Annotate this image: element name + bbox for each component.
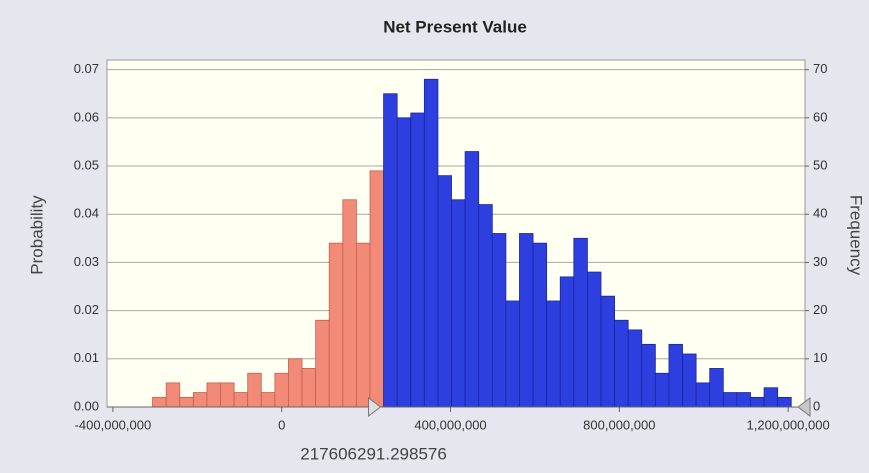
- bar: [383, 93, 398, 408]
- y-tick-label: 0.01: [74, 350, 99, 365]
- y2-tick-label: 0: [813, 398, 820, 413]
- bar: [695, 382, 711, 408]
- bar: [587, 271, 602, 408]
- y-tick-label: 0.00: [74, 398, 99, 413]
- bar: [736, 392, 751, 408]
- bar: [763, 387, 779, 408]
- x-tick-label: 0: [278, 417, 285, 432]
- y-axis-title: Probability: [27, 195, 46, 275]
- bar: [165, 382, 181, 408]
- bar: [464, 151, 480, 408]
- bar: [451, 199, 466, 408]
- bar: [614, 319, 629, 408]
- bar: [356, 242, 371, 408]
- y-tick-label: 0.07: [74, 61, 99, 76]
- bar: [532, 242, 548, 408]
- bar: [179, 396, 194, 408]
- threshold-marker: [368, 397, 382, 417]
- bar: [288, 358, 303, 408]
- bar: [328, 242, 344, 408]
- bar: [220, 382, 235, 408]
- bar: [641, 343, 656, 408]
- bar: [573, 237, 588, 408]
- bar: [301, 368, 317, 408]
- bar: [260, 392, 276, 408]
- y2-tick-label: 60: [813, 109, 827, 124]
- bar: [369, 170, 384, 408]
- bar: [478, 204, 493, 408]
- y-tick-label: 0.03: [74, 254, 99, 269]
- y-tick-label: 0.06: [74, 109, 99, 124]
- bar: [342, 199, 357, 408]
- bar: [247, 372, 262, 408]
- bar: [777, 396, 792, 408]
- bar: [546, 300, 561, 408]
- bar: [654, 372, 670, 408]
- y2-tick-label: 30: [813, 254, 827, 269]
- threshold-label: 217606291.298576: [300, 444, 447, 463]
- y-tick-label: 0.02: [74, 302, 99, 317]
- bar: [152, 396, 167, 408]
- bar: [274, 372, 289, 408]
- x-tick-label: 1,200,000,000: [747, 417, 830, 432]
- bar: [709, 368, 724, 408]
- bar: [233, 392, 249, 408]
- bar: [600, 295, 615, 408]
- bar: [505, 300, 520, 408]
- bar: [423, 78, 439, 408]
- bar: [750, 396, 765, 408]
- y2-tick-label: 70: [813, 61, 827, 76]
- bar: [437, 175, 452, 408]
- y2-tick-label: 40: [813, 206, 827, 221]
- x-tick-label: 400,000,000: [414, 417, 486, 432]
- bar: [491, 233, 507, 408]
- bar: [682, 353, 697, 408]
- x-tick-label: 800,000,000: [583, 417, 655, 432]
- bar: [559, 276, 575, 408]
- bar: [668, 343, 683, 408]
- end-marker: [797, 397, 811, 417]
- chart-title: Net Present Value: [383, 17, 527, 36]
- bar: [396, 117, 412, 408]
- x-tick-label: -400,000,000: [75, 417, 152, 432]
- bar: [410, 112, 425, 408]
- y2-tick-label: 50: [813, 157, 827, 172]
- y2-tick-label: 20: [813, 302, 827, 317]
- y2-axis-title: Frequency: [847, 195, 866, 276]
- bar: [627, 329, 643, 408]
- bar: [519, 233, 534, 408]
- y-tick-label: 0.05: [74, 157, 99, 172]
- bar: [206, 382, 221, 408]
- bar: [192, 392, 208, 408]
- bar: [722, 392, 738, 408]
- bar: [315, 319, 330, 408]
- y2-tick-label: 10: [813, 350, 827, 365]
- y-tick-label: 0.04: [74, 206, 99, 221]
